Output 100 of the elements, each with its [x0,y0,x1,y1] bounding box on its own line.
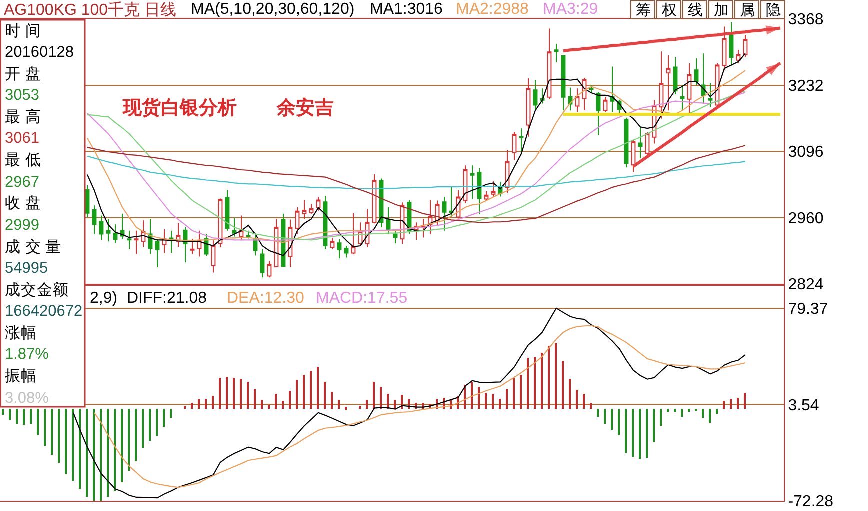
bar [478,387,480,409]
candlestick [113,224,118,244]
bar [387,394,389,409]
bar [660,409,662,426]
bar [310,371,312,409]
bar [730,399,732,409]
candlestick [183,226,188,264]
bar [674,409,676,412]
candlestick [442,196,447,232]
bar [604,409,606,424]
bar [737,398,739,409]
candlestick [526,78,531,138]
candlestick [330,238,335,250]
bar [205,399,207,409]
candlestick [421,218,426,238]
bar [576,390,578,409]
candlestick [295,207,300,235]
chart-title: 2,9) [90,290,118,307]
bar [520,375,522,409]
candlestick [708,82,713,108]
annotation: 1.87% [5,346,50,363]
bar [219,378,221,409]
bar [324,382,326,409]
y-tick-label: 3368 [788,12,824,29]
bar [93,409,95,501]
bar [723,401,725,409]
candlestick [680,84,685,112]
candlestick [547,28,552,100]
bar [646,409,648,458]
bar [44,409,46,446]
line-series [94,325,746,488]
y-tick-label: -72.28 [788,494,834,511]
annotation: 成 交 量 [5,238,62,256]
candlestick [211,240,216,274]
bar [345,407,347,410]
annotation: 20160128 [5,44,74,61]
line-series [86,145,746,224]
bar [394,400,396,409]
bar [709,409,711,423]
annotation: 权 [661,2,677,19]
bar [233,378,235,409]
bar [506,389,508,409]
candlestick [596,92,601,136]
candlestick [729,22,734,66]
bar [184,406,186,409]
text: MA1:3016 [370,1,444,18]
bar [632,409,634,457]
candlestick [736,50,741,64]
annotation: MACD:17.55 [316,290,408,307]
bar [408,399,410,409]
candlestick [561,54,566,112]
candlestick [694,58,699,86]
candlestick [533,80,538,112]
text: MA2:2988 [456,1,530,18]
bar [121,409,123,482]
bar [135,409,137,461]
annotation: 成交金额 [5,281,69,299]
candlestick [666,55,671,112]
bar [569,379,571,409]
bar [716,409,718,414]
bar [583,394,585,409]
bar [373,382,375,409]
annotation: 最 低 [5,152,42,169]
bar [247,382,249,409]
bar [212,396,214,409]
bar [359,406,361,409]
annotation: 收 盘 [5,195,42,212]
annotation: 现货白银分析 [122,97,237,119]
bar [541,353,543,409]
bar [527,358,529,409]
bar [744,393,746,409]
bar [2,409,4,415]
candlestick [659,51,664,120]
candlestick [610,66,615,113]
bar [16,409,18,424]
annotation: 3061 [5,130,40,147]
bar [23,409,25,425]
annotation: 振幅 [5,368,37,385]
bar [170,409,172,418]
bar [198,399,200,409]
bar [317,367,319,409]
y-tick-label: 3096 [788,144,824,162]
bar [226,377,228,409]
candlestick [232,218,237,238]
y-tick-label: 3232 [788,78,824,95]
candlestick [491,180,496,198]
candlestick [449,187,454,218]
bar [30,409,32,424]
bar [296,380,298,409]
bar [149,409,151,441]
candlestick [127,230,132,250]
candlestick [260,248,265,278]
bar [142,409,144,448]
annotation: 加 [714,2,729,19]
y-tick-label: 2960 [788,210,824,228]
annotation: 筹 [636,2,651,19]
bar [513,378,515,409]
candlestick [554,43,559,63]
bar [618,409,620,435]
bar [114,409,116,491]
